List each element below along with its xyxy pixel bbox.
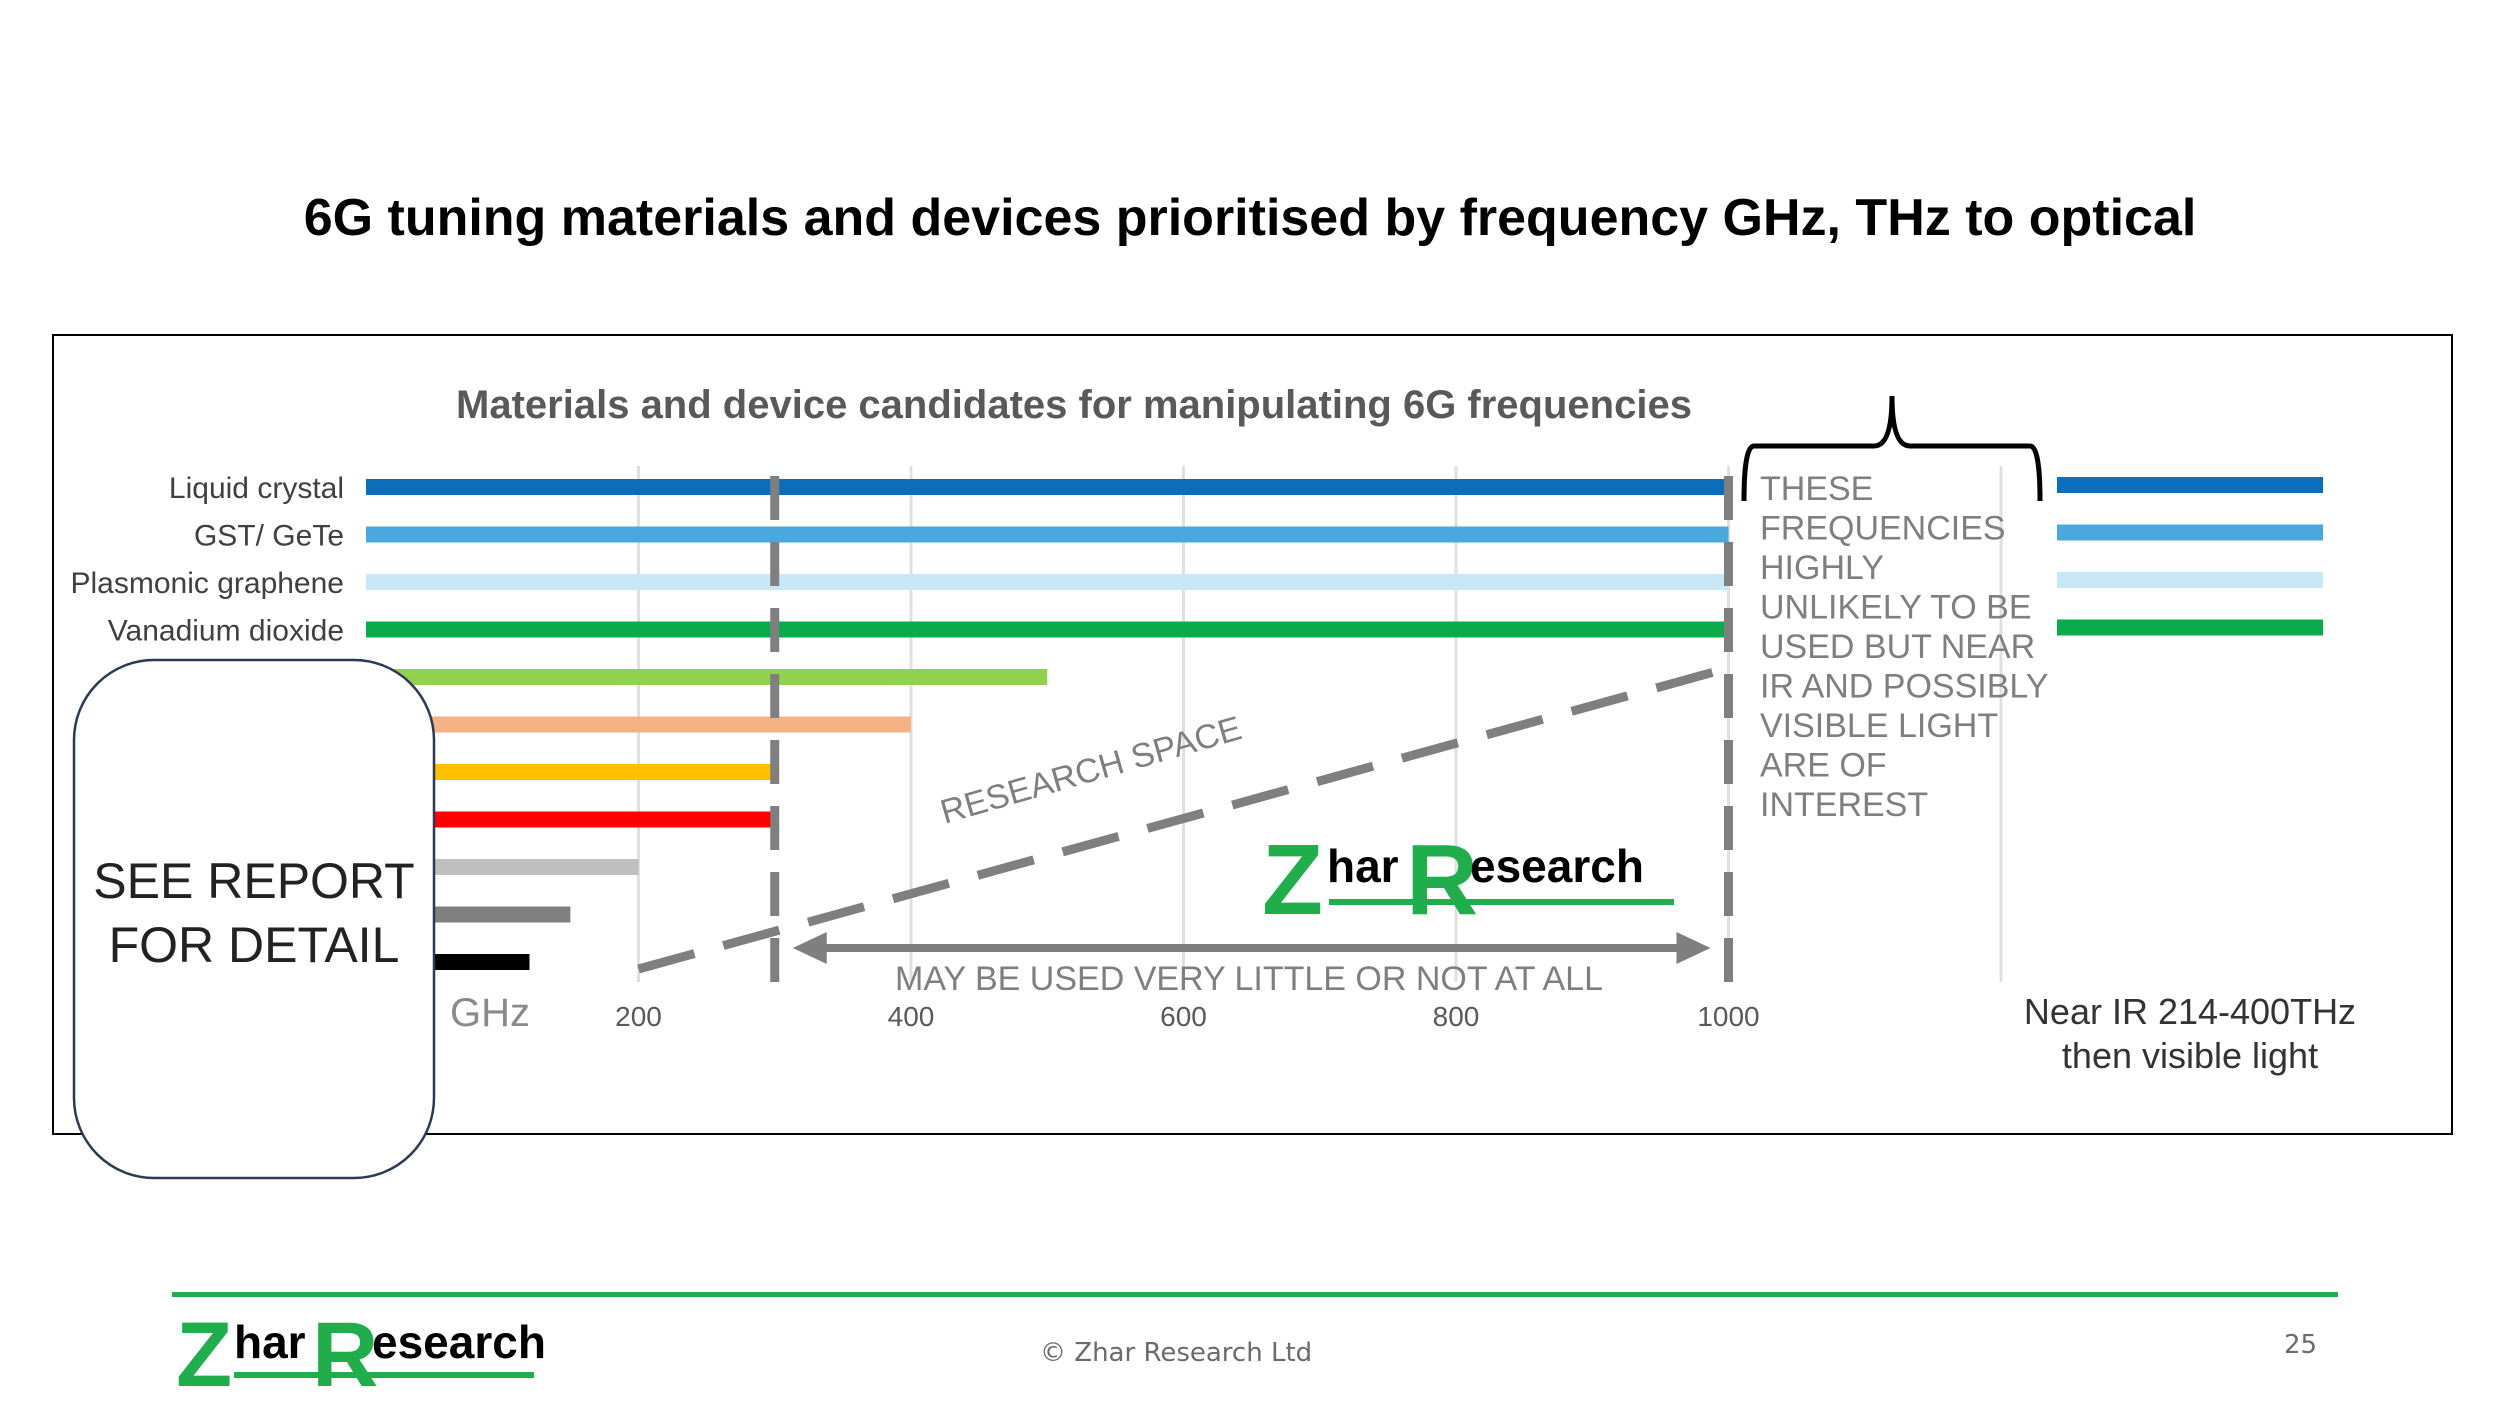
frequency-note-line: IR AND POSSIBLY xyxy=(1760,668,2048,706)
bar-label-gst-gete: GST/ GeTe xyxy=(194,520,344,553)
frequency-note-line: FREQUENCIES xyxy=(1760,510,2006,548)
logo-har: har xyxy=(234,1316,306,1368)
chart-logo-underline xyxy=(1329,899,1674,905)
frequency-note-line: USED BUT NEAR xyxy=(1760,628,2035,666)
see-report-line: SEE REPORT xyxy=(93,853,414,909)
frequency-note-line: VISIBLE LIGHT xyxy=(1760,707,1998,745)
chart-logo-har: har xyxy=(1327,840,1399,892)
copyright-text: © Zhar Research Ltd xyxy=(1040,1338,1313,1368)
tick-label-800: 800 xyxy=(1433,1001,1480,1032)
see-report-box xyxy=(72,658,436,1180)
logo-esearch: esearch xyxy=(372,1316,546,1368)
chart-logo-esearch: esearch xyxy=(1470,840,1644,892)
bar-beyond-vanadium-dioxide xyxy=(2057,619,2323,636)
logo-r: R xyxy=(312,1308,378,1398)
range-arrow-right-head xyxy=(1676,932,1711,964)
bar-row-7 xyxy=(366,764,775,780)
bar-beyond-liquid-crystal xyxy=(2057,477,2323,493)
research-space-line xyxy=(637,663,1730,974)
frequency-note-line: HIGHLY xyxy=(1760,549,1884,587)
bar-beyond-plasmonic-graphene xyxy=(2057,572,2323,588)
bar-beyond-gst-gete xyxy=(2057,524,2323,541)
near-ir-line: Near IR 214-400THz xyxy=(2024,991,2356,1032)
bar-label-liquid-crystal: Liquid crystal xyxy=(169,472,344,505)
page-number: 25 xyxy=(2284,1330,2318,1360)
chart-frame: Materials and device candidates for mani… xyxy=(52,334,2453,1180)
tick-label-200: 200 xyxy=(615,1001,662,1032)
x-axis-unit-label: GHz xyxy=(450,991,530,1035)
chart-canvas: Materials and device candidates for mani… xyxy=(70,383,2356,1180)
bar-vanadium-dioxide xyxy=(366,621,1729,638)
chart-title: Materials and device candidates for mani… xyxy=(456,383,1692,427)
curly-brace xyxy=(1741,395,2043,502)
near-ir-line: then visible light xyxy=(2062,1035,2318,1076)
bar-row-5 xyxy=(366,669,1048,685)
tick-label-600: 600 xyxy=(1160,1001,1207,1032)
slide-title: 6G tuning materials and devices prioriti… xyxy=(303,189,2197,247)
frequency-note-line: THESE xyxy=(1760,470,1873,508)
bar-row-6 xyxy=(366,716,911,733)
tick-label-400: 400 xyxy=(888,1001,935,1032)
logo-z: Z xyxy=(176,1308,232,1398)
range-arrow-left-head xyxy=(792,932,827,964)
may-be-used-label: MAY BE USED VERY LITTLE OR NOT AT ALL xyxy=(895,960,1603,998)
frequency-note-line: ARE OF xyxy=(1760,747,1887,785)
frequency-note-line: UNLIKELY TO BE xyxy=(1760,589,2032,627)
chart-logo-r: R xyxy=(1406,824,1478,936)
bar-gst-gete xyxy=(366,526,1729,543)
logo-underline xyxy=(234,1372,534,1378)
bar-liquid-crystal xyxy=(366,479,1729,495)
footer-divider xyxy=(172,1292,2338,1297)
bar-label-plasmonic-graphene: Plasmonic graphene xyxy=(70,567,344,600)
see-report-line: FOR DETAIL xyxy=(109,917,400,973)
footer-logo: Z har R esearch xyxy=(176,1308,546,1398)
bar-row-8 xyxy=(366,811,775,828)
frequency-note-line: INTEREST xyxy=(1760,786,1928,824)
tick-label-1000: 1000 xyxy=(1697,1001,1759,1032)
bar-label-vanadium-dioxide: Vanadium dioxide xyxy=(108,615,344,648)
chart-logo-z: Z xyxy=(1262,824,1323,936)
bar-plasmonic-graphene xyxy=(366,574,1729,590)
